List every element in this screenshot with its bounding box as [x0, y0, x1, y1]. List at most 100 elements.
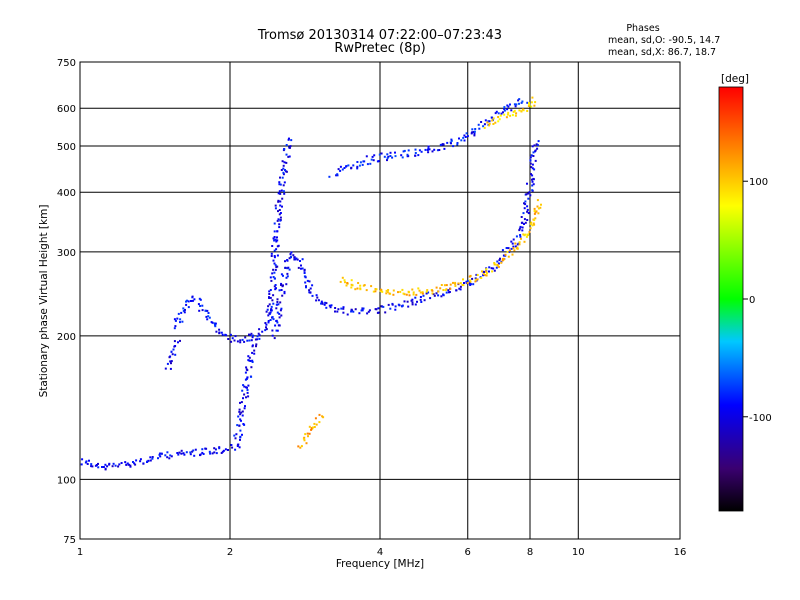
data-point [425, 292, 428, 295]
data-point [180, 449, 183, 452]
data-point [278, 289, 281, 292]
data-point [515, 112, 518, 115]
data-point [170, 360, 173, 363]
data-point [104, 467, 107, 470]
data-point [295, 257, 298, 260]
data-point [239, 339, 242, 342]
data-point [534, 101, 537, 104]
data-point [301, 267, 304, 270]
data-point [342, 307, 345, 310]
data-point [527, 197, 530, 200]
data-point [519, 234, 522, 236]
chart-title: Tromsø 20130314 07:22:00–07:23:43 [257, 28, 502, 43]
data-point [531, 184, 534, 187]
data-point [317, 299, 320, 302]
data-point [380, 152, 383, 155]
data-point [187, 306, 190, 309]
data-point [343, 167, 346, 169]
data-point [531, 145, 534, 148]
data-point [417, 154, 420, 157]
data-point [233, 339, 236, 342]
data-point [528, 230, 531, 233]
data-point [268, 303, 271, 306]
data-point [299, 446, 302, 449]
data-point [512, 247, 515, 250]
data-point [527, 192, 530, 195]
data-point [307, 435, 309, 438]
data-point [485, 268, 488, 271]
data-point [432, 293, 435, 296]
data-point [255, 343, 258, 346]
data-point [397, 291, 399, 294]
data-point [518, 229, 521, 232]
data-point [531, 189, 534, 192]
data-point [213, 322, 216, 325]
data-point [241, 433, 243, 436]
data-point [539, 206, 542, 209]
data-point [282, 274, 284, 277]
data-point [356, 165, 359, 168]
data-point [520, 101, 523, 104]
data-point [241, 410, 244, 413]
data-point [460, 139, 463, 142]
data-point [532, 183, 535, 186]
data-point [492, 117, 495, 120]
data-point [466, 135, 469, 138]
data-point [244, 371, 247, 374]
data-point [334, 307, 337, 309]
data-point [303, 439, 306, 442]
data-point [176, 317, 179, 320]
data-point [250, 366, 253, 369]
data-point [198, 309, 201, 312]
data-point [224, 333, 227, 336]
data-point [224, 448, 227, 451]
data-point [303, 272, 306, 274]
y-tick-label: 500 [57, 142, 76, 153]
data-point [169, 360, 172, 363]
colorbar-tick-label: -100 [749, 413, 772, 424]
data-point [394, 305, 397, 308]
data-point [401, 156, 404, 159]
data-point [170, 362, 172, 365]
data-point [433, 148, 436, 151]
data-point [388, 292, 391, 295]
data-point [401, 305, 404, 308]
data-point [497, 112, 500, 115]
data-point [289, 255, 292, 258]
data-point [258, 334, 261, 337]
data-point [101, 466, 103, 468]
data-point [266, 308, 269, 311]
data-point [407, 149, 410, 152]
data-point [280, 307, 283, 310]
data-point [315, 423, 318, 426]
data-point [365, 155, 368, 158]
data-point [530, 105, 533, 108]
data-point [533, 104, 536, 107]
data-point [241, 338, 244, 341]
data-point [81, 458, 84, 461]
data-point [469, 279, 472, 282]
data-point [273, 271, 276, 274]
data-point [442, 143, 445, 146]
data-point [429, 297, 432, 300]
data-point [285, 170, 288, 173]
data-point [206, 318, 209, 321]
data-point [526, 205, 529, 208]
data-point [316, 296, 319, 299]
data-point [418, 289, 421, 292]
data-point [521, 221, 524, 224]
data-point [422, 294, 425, 297]
data-point [90, 463, 93, 466]
data-point [521, 229, 524, 232]
data-point [280, 314, 283, 317]
data-point [499, 114, 502, 117]
data-point [447, 289, 450, 292]
data-point [420, 150, 423, 153]
data-point [482, 274, 485, 277]
data-point [211, 452, 214, 455]
data-point [510, 109, 513, 112]
data-point [350, 279, 353, 282]
data-point [142, 462, 145, 465]
data-point [282, 164, 285, 167]
data-point [371, 155, 374, 158]
